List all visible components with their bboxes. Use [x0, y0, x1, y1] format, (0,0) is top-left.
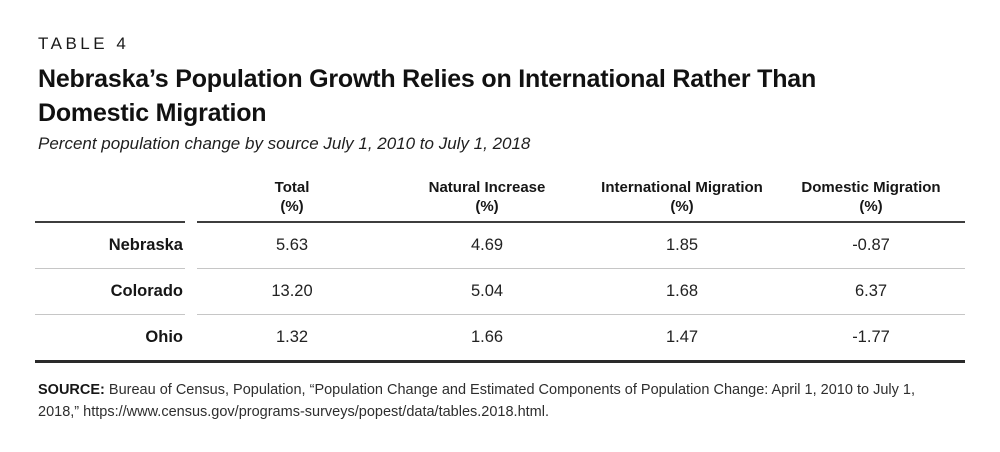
cell-natural-increase: 1.66 — [470, 328, 504, 346]
cell-natural-increase: 5.04 — [387, 268, 587, 315]
table-figure: TABLE 4 Nebraska’s Population Growth Rel… — [35, 34, 965, 423]
header-row: Total (%) Natural Increase (%) Internati… — [35, 154, 965, 223]
row-label: Ohio — [145, 328, 183, 346]
cell-total: 1.32 — [275, 328, 309, 346]
source-url: https://www.census.gov/programs-surveys/… — [83, 404, 549, 420]
row-label: Nebraska — [35, 222, 185, 269]
column-header-unit: (%) — [475, 198, 499, 215]
row-label-header — [35, 154, 185, 223]
column-header-natural-increase: Natural Increase (%) — [387, 154, 587, 223]
cell-total: 13.20 — [197, 268, 387, 315]
table-row-ohio: Ohio 1.32 1.66 1.47 -1.77 — [35, 315, 965, 361]
table-bottom-rule — [35, 360, 965, 363]
column-gap — [185, 269, 197, 315]
column-header-title: International Migration — [601, 179, 763, 196]
column-header-title: Total — [274, 179, 310, 196]
data-table: Total (%) Natural Increase (%) Internati… — [35, 154, 965, 360]
cell-international-migration: 1.68 — [587, 268, 777, 315]
cell-total: 5.63 — [197, 222, 387, 269]
column-header-unit: (%) — [670, 198, 694, 215]
column-header-title: Domestic Migration — [801, 179, 941, 196]
column-header-unit: (%) — [859, 198, 883, 215]
source-note: SOURCE: Bureau of Census, Population, “P… — [38, 379, 958, 423]
column-header-domestic-migration: Domestic Migration (%) — [777, 154, 965, 223]
column-gap — [185, 222, 197, 269]
cell-international-migration: 1.85 — [587, 222, 777, 269]
column-header-international-migration: International Migration (%) — [587, 154, 777, 223]
column-header-title: Natural Increase — [428, 179, 546, 196]
cell-international-migration: 1.47 — [665, 328, 699, 346]
column-gap — [185, 315, 197, 361]
cell-natural-increase: 4.69 — [387, 222, 587, 269]
cell-domestic-migration: -1.77 — [852, 328, 890, 346]
source-label: SOURCE: — [38, 382, 105, 398]
table-title: Nebraska’s Population Growth Relies on I… — [38, 65, 817, 127]
cell-domestic-migration: 6.37 — [777, 268, 965, 315]
source-text: Bureau of Census, Population, “Populatio… — [38, 382, 915, 420]
cell-domestic-migration: -0.87 — [777, 222, 965, 269]
table-row-nebraska: Nebraska 5.63 4.69 1.85 -0.87 — [35, 222, 965, 269]
table-subtitle: Percent population change by source July… — [38, 134, 531, 153]
column-gap — [185, 154, 197, 222]
column-header-unit: (%) — [280, 198, 304, 215]
column-header-total: Total (%) — [197, 154, 387, 223]
row-label: Colorado — [35, 268, 185, 315]
table-row-colorado: Colorado 13.20 5.04 1.68 6.37 — [35, 268, 965, 315]
table-number-label: TABLE 4 — [38, 34, 130, 53]
